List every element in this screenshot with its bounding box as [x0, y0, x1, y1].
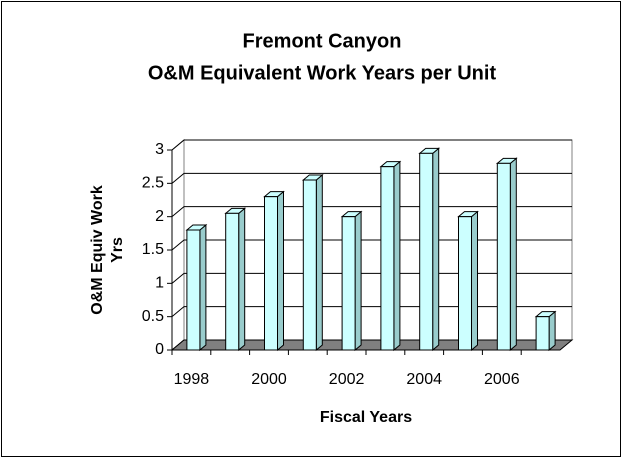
bar-side — [548, 310, 556, 352]
grid-line — [171, 172, 572, 184]
x-tick-label: 2000 — [251, 371, 287, 388]
y-tick-label: 0.5 — [142, 308, 164, 325]
grid-line — [171, 206, 572, 218]
bar — [186, 229, 201, 351]
bar-side — [238, 207, 246, 352]
y-tick-label: 1.5 — [142, 241, 164, 258]
grid-line — [171, 139, 572, 151]
bar-side — [315, 173, 323, 352]
x-tick-label: 2006 — [484, 371, 520, 388]
bar — [264, 196, 278, 351]
grid-line — [171, 306, 572, 318]
chart-title: O&M Equivalent Work Years per Unit — [148, 62, 497, 84]
bar-side — [509, 157, 517, 352]
bar — [496, 162, 511, 351]
bar — [225, 212, 240, 351]
chart-title: Fremont Canyon — [243, 30, 402, 52]
x-tick-label: 2004 — [406, 371, 442, 388]
y-tick-label: 3 — [155, 141, 164, 158]
bar — [419, 152, 434, 351]
grid-line — [171, 272, 572, 284]
grid-line — [171, 239, 572, 251]
y-tick-label: 1 — [155, 275, 164, 292]
y-tick-label: 2 — [155, 208, 164, 225]
bar — [341, 216, 356, 351]
bar — [535, 316, 550, 351]
bar-side — [432, 147, 440, 352]
y-axis-label: Yrs — [109, 237, 126, 263]
x-tick-label: 1998 — [174, 371, 210, 388]
x-axis-label: Fiscal Years — [320, 409, 412, 426]
bar — [380, 166, 395, 351]
x-tick-label: 2002 — [329, 371, 365, 388]
bar-side — [393, 160, 401, 352]
y-axis-label: O&M Equiv Work — [89, 185, 106, 315]
y-tick-label: 0 — [155, 341, 164, 358]
y-tick-label: 2.5 — [142, 175, 164, 192]
bar-side — [471, 210, 478, 352]
bar-side — [199, 223, 207, 352]
bar-side — [354, 210, 362, 352]
bar — [302, 179, 317, 351]
bar-side — [277, 190, 284, 352]
bar — [458, 216, 472, 351]
